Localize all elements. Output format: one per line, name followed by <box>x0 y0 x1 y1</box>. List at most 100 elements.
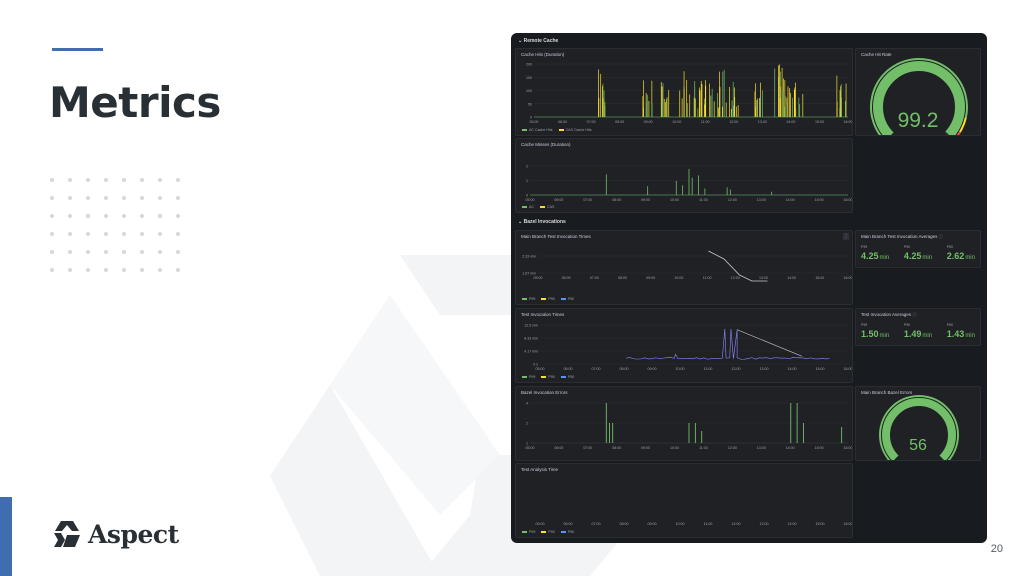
decorative-dot <box>122 232 126 236</box>
x-tick-label: 11:00 <box>701 120 710 124</box>
decorative-dot <box>86 250 90 254</box>
x-tick-label: 12:00 <box>729 120 738 124</box>
decorative-dot <box>104 196 108 200</box>
bazel-errors-panel[interactable]: Bazel Invocation Errors 4 2 1 05:00 06:00 07:… <box>515 386 853 461</box>
decorative-dot <box>86 196 90 200</box>
x-tick-label: 15:00 <box>815 276 824 280</box>
decorative-dot <box>104 232 108 236</box>
cache-hit-rate-panel[interactable]: Cache Hit Rate 99.2 <box>855 48 981 136</box>
x-tick-label: 15:00 <box>815 446 824 450</box>
legend-item: CAS Cache Hits <box>558 128 592 132</box>
decorative-dot <box>176 232 180 236</box>
x-tick-label: 12:00 <box>728 446 737 450</box>
y-tick-label: 2.33 min <box>522 255 536 259</box>
y-tick-label: 1.67 min <box>522 272 536 276</box>
legend-item: CAS <box>540 205 554 209</box>
x-tick-label: 06:00 <box>562 276 571 280</box>
x-tick-label: 10:00 <box>670 446 679 450</box>
decorative-dot <box>140 196 144 200</box>
chart-legend: AC CAS <box>522 205 554 209</box>
brand-name: Aspect <box>88 519 179 549</box>
x-tick-label: 07:00 <box>590 276 599 280</box>
legend-item: P90 <box>541 297 555 301</box>
section-bazel-invocations[interactable]: ⌄ Bazel Invocations <box>518 219 566 225</box>
x-tick-label: 06:00 <box>558 120 567 124</box>
p99-series-line <box>708 250 768 282</box>
panel-title: Cache Hit Rate <box>861 52 892 57</box>
test-analysis-time-panel[interactable]: Test Analysis Time 05:00 06:00 07:00 08:00 0… <box>515 463 853 538</box>
decorative-dot <box>176 214 180 218</box>
x-tick-label: 14:00 <box>787 276 796 280</box>
decorative-dot <box>140 232 144 236</box>
gauge-threshold-arc <box>870 58 968 135</box>
x-tick-label: 12:00 <box>732 522 741 526</box>
stat-p99: P99 4.25min <box>861 245 890 261</box>
cache-hits-panel[interactable]: Cache Hits (Duration) 200 150 100 50 0 05:00 0… <box>515 48 853 136</box>
decorative-dot <box>50 268 54 272</box>
decorative-dot <box>176 196 180 200</box>
stat-p50: P50 2.62min <box>946 245 975 261</box>
x-tick-label: 15:00 <box>816 522 825 526</box>
x-tick-label: 14:00 <box>786 446 795 450</box>
decorative-dot <box>176 268 180 272</box>
legend-item: P90 <box>541 375 555 379</box>
stat-row: P99 4.25min P90 4.25min P50 2.62min <box>861 245 975 261</box>
info-icon: ⓘ <box>912 312 917 317</box>
legend-item: P50 <box>560 530 574 534</box>
stat-p90: P90 1.49min <box>903 323 933 339</box>
side-accent-bar <box>0 497 12 576</box>
x-tick-label: 16:00 <box>844 276 853 280</box>
cache-misses-panel[interactable]: Cache Misses (Duration) 2 1 0 05:00 06:00 07:… <box>515 138 853 213</box>
x-tick-label: 09:00 <box>641 198 650 202</box>
decorative-dot <box>158 232 162 236</box>
page-number: 20 <box>990 543 1003 555</box>
decorative-dot <box>158 214 162 218</box>
x-tick-label: 08:00 <box>615 120 624 124</box>
main-branch-errors-panel[interactable]: Main Branch Bazel Errors 56 <box>855 386 981 461</box>
chart-legend: P99 P90 P50 <box>522 530 574 534</box>
decorative-dot <box>158 178 162 182</box>
decorative-dot <box>122 214 126 218</box>
decorative-dot <box>50 214 54 218</box>
decorative-dot <box>86 178 90 182</box>
x-tick-label: 11:00 <box>703 276 712 280</box>
x-tick-label: 11:00 <box>699 198 708 202</box>
section-remote-cache[interactable]: ⌄ Remote Cache <box>518 38 559 44</box>
panel-title: Test Invocation Averages ⓘ <box>861 312 917 317</box>
x-tick-label: 16:00 <box>844 367 853 371</box>
x-tick-label: 08:00 <box>620 522 629 526</box>
p50-series-line <box>626 328 830 360</box>
panel-menu-button[interactable]: ⋮ <box>843 233 849 240</box>
x-tick-label: 11:00 <box>699 446 708 450</box>
x-tick-label: 13:00 <box>760 522 769 526</box>
legend-item: AC Cache Hits <box>522 128 553 132</box>
y-tick-label: 0 <box>526 194 528 198</box>
x-tick-label: 15:00 <box>815 120 824 124</box>
x-tick-label: 14:00 <box>788 367 797 371</box>
y-tick-label: 8.33 min <box>524 337 538 341</box>
gauge-fill <box>882 398 956 460</box>
cache-hits-chart: 200 150 100 50 005:00 06:00 07:00 08:00 09:00 10:… <box>526 63 852 125</box>
cache-hit-rate-value: 99.2 <box>897 109 939 132</box>
title-accent-rule <box>52 48 103 51</box>
main-branch-times-panel[interactable]: Main Branch Test Invocation Times ⋮ 2.33… <box>515 230 853 305</box>
x-tick-label: 08:00 <box>618 276 627 280</box>
y-tick-label: 12.5 min <box>524 324 538 328</box>
x-tick-label: 06:00 <box>554 446 563 450</box>
stat-p90: P90 4.25min <box>903 245 933 261</box>
x-tick-label: 10:00 <box>676 367 685 371</box>
gauge-threshold-arc <box>956 131 961 135</box>
x-tick-label: 07:00 <box>592 522 601 526</box>
x-tick-label: 08:00 <box>620 367 629 371</box>
x-tick-label: 05:00 <box>534 276 543 280</box>
bazel-errors-chart: 4 2 105:00 06:00 07:00 08:00 09:00 10:00 11:00 12… <box>526 402 853 451</box>
chart-legend: AC Cache Hits CAS Cache Hits <box>522 128 592 132</box>
test-averages-panel[interactable]: Test Invocation Averages ⓘ P99 1.50min P9… <box>855 308 981 346</box>
decorative-dot <box>122 250 126 254</box>
decorative-dot <box>50 250 54 254</box>
main-branch-averages-panel[interactable]: Main Branch Test Invocation Averages ⓘ P… <box>855 230 981 268</box>
test-times-panel[interactable]: Test Invocation Times 12.5 min 8.33 min 4.… <box>515 308 853 383</box>
panel-title: Cache Misses (Duration) <box>521 142 571 147</box>
decorative-dot <box>50 178 54 182</box>
